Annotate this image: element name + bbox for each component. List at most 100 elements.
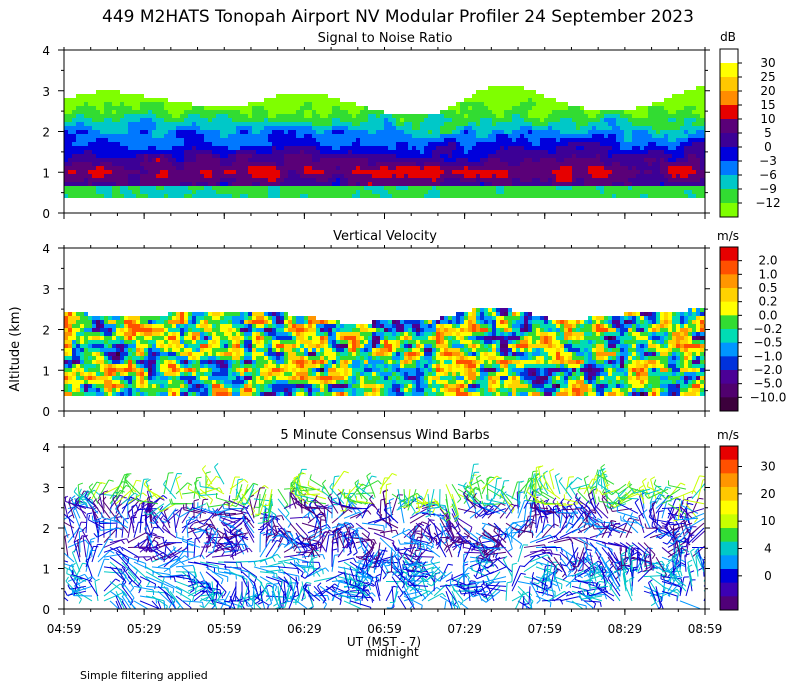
heat-cell bbox=[296, 150, 300, 154]
heat-cell bbox=[144, 368, 148, 372]
heat-cell bbox=[316, 150, 320, 154]
heat-cell bbox=[360, 146, 364, 150]
heat-cell bbox=[220, 324, 224, 328]
heat-cell bbox=[632, 190, 636, 194]
heat-cell bbox=[668, 186, 672, 190]
heat-cell bbox=[176, 102, 180, 106]
heat-cell bbox=[100, 90, 104, 94]
heat-cell bbox=[260, 170, 264, 174]
heat-cell bbox=[520, 150, 524, 154]
heat-cell bbox=[444, 158, 448, 162]
heat-cell bbox=[652, 122, 656, 126]
heat-cell bbox=[104, 376, 108, 380]
heat-cell bbox=[388, 158, 392, 162]
heat-cell bbox=[208, 332, 212, 336]
heat-cell bbox=[328, 190, 332, 194]
heat-cell bbox=[552, 114, 556, 118]
heat-cell bbox=[76, 360, 80, 364]
heat-cell bbox=[88, 118, 92, 122]
heat-cell bbox=[276, 122, 280, 126]
heat-cell bbox=[152, 134, 156, 138]
heat-cell bbox=[644, 194, 648, 198]
heat-cell bbox=[580, 178, 584, 182]
heat-cell bbox=[404, 158, 408, 162]
heat-cell bbox=[356, 142, 360, 146]
heat-cell bbox=[264, 118, 268, 122]
heat-cell bbox=[200, 166, 204, 170]
heat-cell bbox=[536, 170, 540, 174]
heat-cell bbox=[224, 356, 228, 360]
heat-cell bbox=[568, 178, 572, 182]
heat-cell bbox=[248, 146, 252, 150]
heat-cell bbox=[392, 146, 396, 150]
heat-cell bbox=[416, 154, 420, 158]
heat-cell bbox=[200, 384, 204, 388]
heat-cell bbox=[212, 178, 216, 182]
heat-cell bbox=[224, 106, 228, 110]
heat-cell bbox=[244, 158, 248, 162]
heat-cell bbox=[156, 182, 160, 186]
heat-cell bbox=[168, 130, 172, 134]
heat-cell bbox=[68, 328, 72, 332]
heat-cell bbox=[300, 150, 304, 154]
heat-cell bbox=[304, 162, 308, 166]
heat-cell bbox=[84, 106, 88, 110]
heat-cell bbox=[504, 138, 508, 142]
heat-cell bbox=[676, 190, 680, 194]
heat-cell bbox=[616, 194, 620, 198]
heat-cell bbox=[68, 312, 72, 316]
heat-cell bbox=[272, 146, 276, 150]
heat-cell bbox=[464, 138, 468, 142]
heat-cell bbox=[488, 150, 492, 154]
heat-cell bbox=[620, 190, 624, 194]
heat-cell bbox=[356, 150, 360, 154]
heat-cell bbox=[236, 126, 240, 130]
heat-cell bbox=[364, 182, 368, 186]
heat-cell bbox=[672, 166, 676, 170]
heat-cell bbox=[332, 138, 336, 142]
heat-cell bbox=[196, 154, 200, 158]
heat-cell bbox=[500, 86, 504, 90]
heat-cell bbox=[440, 186, 444, 190]
heat-cell bbox=[92, 158, 96, 162]
heat-cell bbox=[272, 138, 276, 142]
heat-cell bbox=[232, 158, 236, 162]
heat-cell bbox=[548, 182, 552, 186]
heat-cell bbox=[468, 118, 472, 122]
heat-cell bbox=[180, 364, 184, 368]
heat-cell bbox=[180, 340, 184, 344]
heat-cell bbox=[216, 158, 220, 162]
heat-cell bbox=[280, 186, 284, 190]
heat-cell bbox=[132, 122, 136, 126]
heat-cell bbox=[616, 130, 620, 134]
heat-cell bbox=[652, 186, 656, 190]
heat-cell bbox=[96, 154, 100, 158]
heat-cell bbox=[628, 182, 632, 186]
heat-cell bbox=[300, 122, 304, 126]
heat-cell bbox=[196, 106, 200, 110]
heat-cell bbox=[240, 134, 244, 138]
heat-cell bbox=[156, 146, 160, 150]
heat-cell bbox=[332, 150, 336, 154]
heat-cell bbox=[232, 134, 236, 138]
heat-cell bbox=[512, 170, 516, 174]
heat-cell bbox=[316, 174, 320, 178]
heat-cell bbox=[452, 130, 456, 134]
heat-cell bbox=[136, 316, 140, 320]
heat-cell bbox=[360, 158, 364, 162]
heat-cell bbox=[352, 114, 356, 118]
heat-cell bbox=[612, 178, 616, 182]
heat-cell bbox=[264, 122, 268, 126]
heat-cell bbox=[140, 340, 144, 344]
heat-cell bbox=[200, 340, 204, 344]
heat-cell bbox=[680, 122, 684, 126]
heat-cell bbox=[136, 182, 140, 186]
heat-cell bbox=[168, 114, 172, 118]
heat-cell bbox=[468, 142, 472, 146]
heat-cell bbox=[576, 110, 580, 114]
heat-cell bbox=[476, 110, 480, 114]
heat-cell bbox=[188, 118, 192, 122]
heat-cell bbox=[124, 142, 128, 146]
heat-cell bbox=[296, 114, 300, 118]
heat-cell bbox=[212, 360, 216, 364]
